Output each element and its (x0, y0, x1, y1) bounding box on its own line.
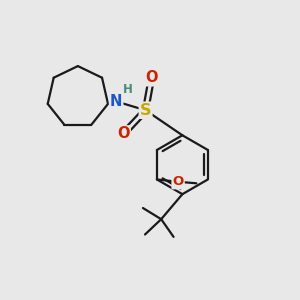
Text: H: H (123, 82, 133, 96)
Text: N: N (110, 94, 122, 109)
Text: S: S (140, 103, 151, 118)
Text: O: O (117, 126, 130, 141)
Text: O: O (172, 175, 184, 188)
Text: O: O (145, 70, 158, 86)
